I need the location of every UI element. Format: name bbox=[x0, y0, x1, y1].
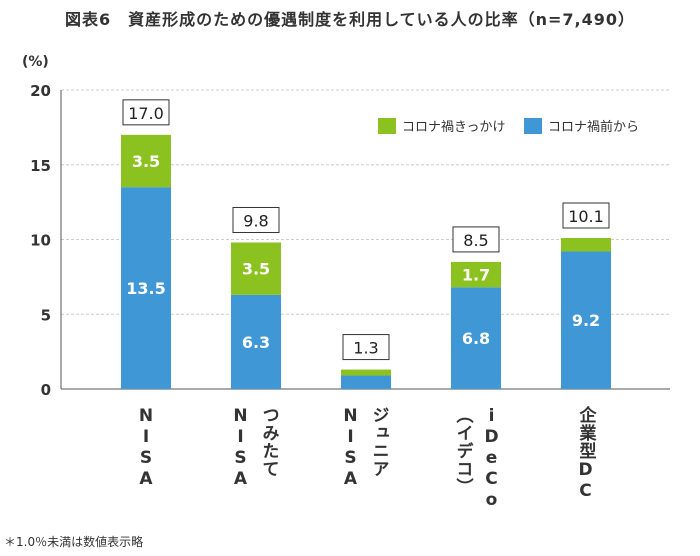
legend-label: コロナ禍前から bbox=[548, 119, 639, 135]
bar-segment bbox=[341, 375, 391, 389]
bar-segment bbox=[561, 238, 611, 252]
x-tick-label-line: つみたて bbox=[258, 406, 279, 478]
x-tick-label: 企業型DC bbox=[574, 406, 599, 502]
x-tick-label-line: NISA bbox=[340, 406, 361, 490]
bar-segment bbox=[561, 251, 611, 389]
total-label: 9.8 bbox=[243, 211, 268, 230]
x-tick-label: つみたて NISA bbox=[231, 406, 282, 490]
total-label-box bbox=[342, 334, 390, 361]
bar-value-label: 1.7 bbox=[462, 266, 490, 285]
bar-value-label: 13.5 bbox=[126, 279, 165, 298]
bar-value-label: 6.8 bbox=[462, 329, 490, 348]
total-label-box bbox=[562, 202, 610, 229]
bar-value-label: 9.2 bbox=[572, 311, 600, 330]
total-label-box bbox=[452, 226, 500, 253]
total-label: 17.0 bbox=[128, 104, 164, 123]
x-tick-label-line: iDeCo bbox=[481, 406, 502, 511]
total-label: 1.3 bbox=[353, 339, 378, 358]
x-tick-label: iDeCo （イデコ） bbox=[451, 406, 502, 511]
bar-value-label: 6.3 bbox=[242, 333, 270, 352]
legend-swatch bbox=[378, 118, 396, 134]
bar-segment bbox=[451, 287, 501, 389]
total-label-box bbox=[232, 206, 280, 233]
y-tick-label: 20 bbox=[30, 82, 51, 100]
y-axis-unit: (%) bbox=[22, 54, 49, 70]
bar-segment bbox=[341, 369, 391, 376]
x-tick-label-line: （イデコ） bbox=[452, 406, 473, 496]
chart-title: 図表6 資産形成のための優遇制度を利用している人の比率（n=7,490） bbox=[64, 10, 636, 29]
total-label-box bbox=[122, 99, 170, 126]
x-tick-label-line: 企業型DC bbox=[575, 406, 596, 502]
y-tick-label: 0 bbox=[41, 381, 51, 399]
x-tick-label-line: NISA bbox=[136, 406, 156, 490]
legend-label: コロナ禍きっかけ bbox=[402, 119, 505, 135]
x-tick-label-line: NISA bbox=[230, 406, 251, 490]
footnote: ＊1.0％未満は数値表示略 bbox=[4, 535, 144, 549]
x-tick-label: NISA bbox=[136, 406, 156, 490]
bar-segment bbox=[231, 294, 281, 389]
bar-segment bbox=[231, 242, 281, 295]
x-tick-label-line: ジュニア bbox=[368, 406, 389, 478]
bar-segment bbox=[121, 134, 171, 188]
bar-value-label: 3.5 bbox=[242, 260, 270, 279]
bar-segment bbox=[451, 261, 501, 288]
bar-value-label: 3.5 bbox=[132, 152, 160, 171]
total-label: 10.1 bbox=[568, 207, 604, 226]
y-tick-label: 10 bbox=[30, 232, 51, 250]
total-label: 8.5 bbox=[463, 231, 488, 250]
legend-swatch bbox=[524, 118, 542, 134]
y-tick-label: 15 bbox=[30, 157, 51, 175]
bar-segment bbox=[121, 187, 171, 389]
x-tick-label: ジュニア NISA bbox=[341, 406, 392, 490]
y-tick-label: 5 bbox=[41, 306, 51, 324]
